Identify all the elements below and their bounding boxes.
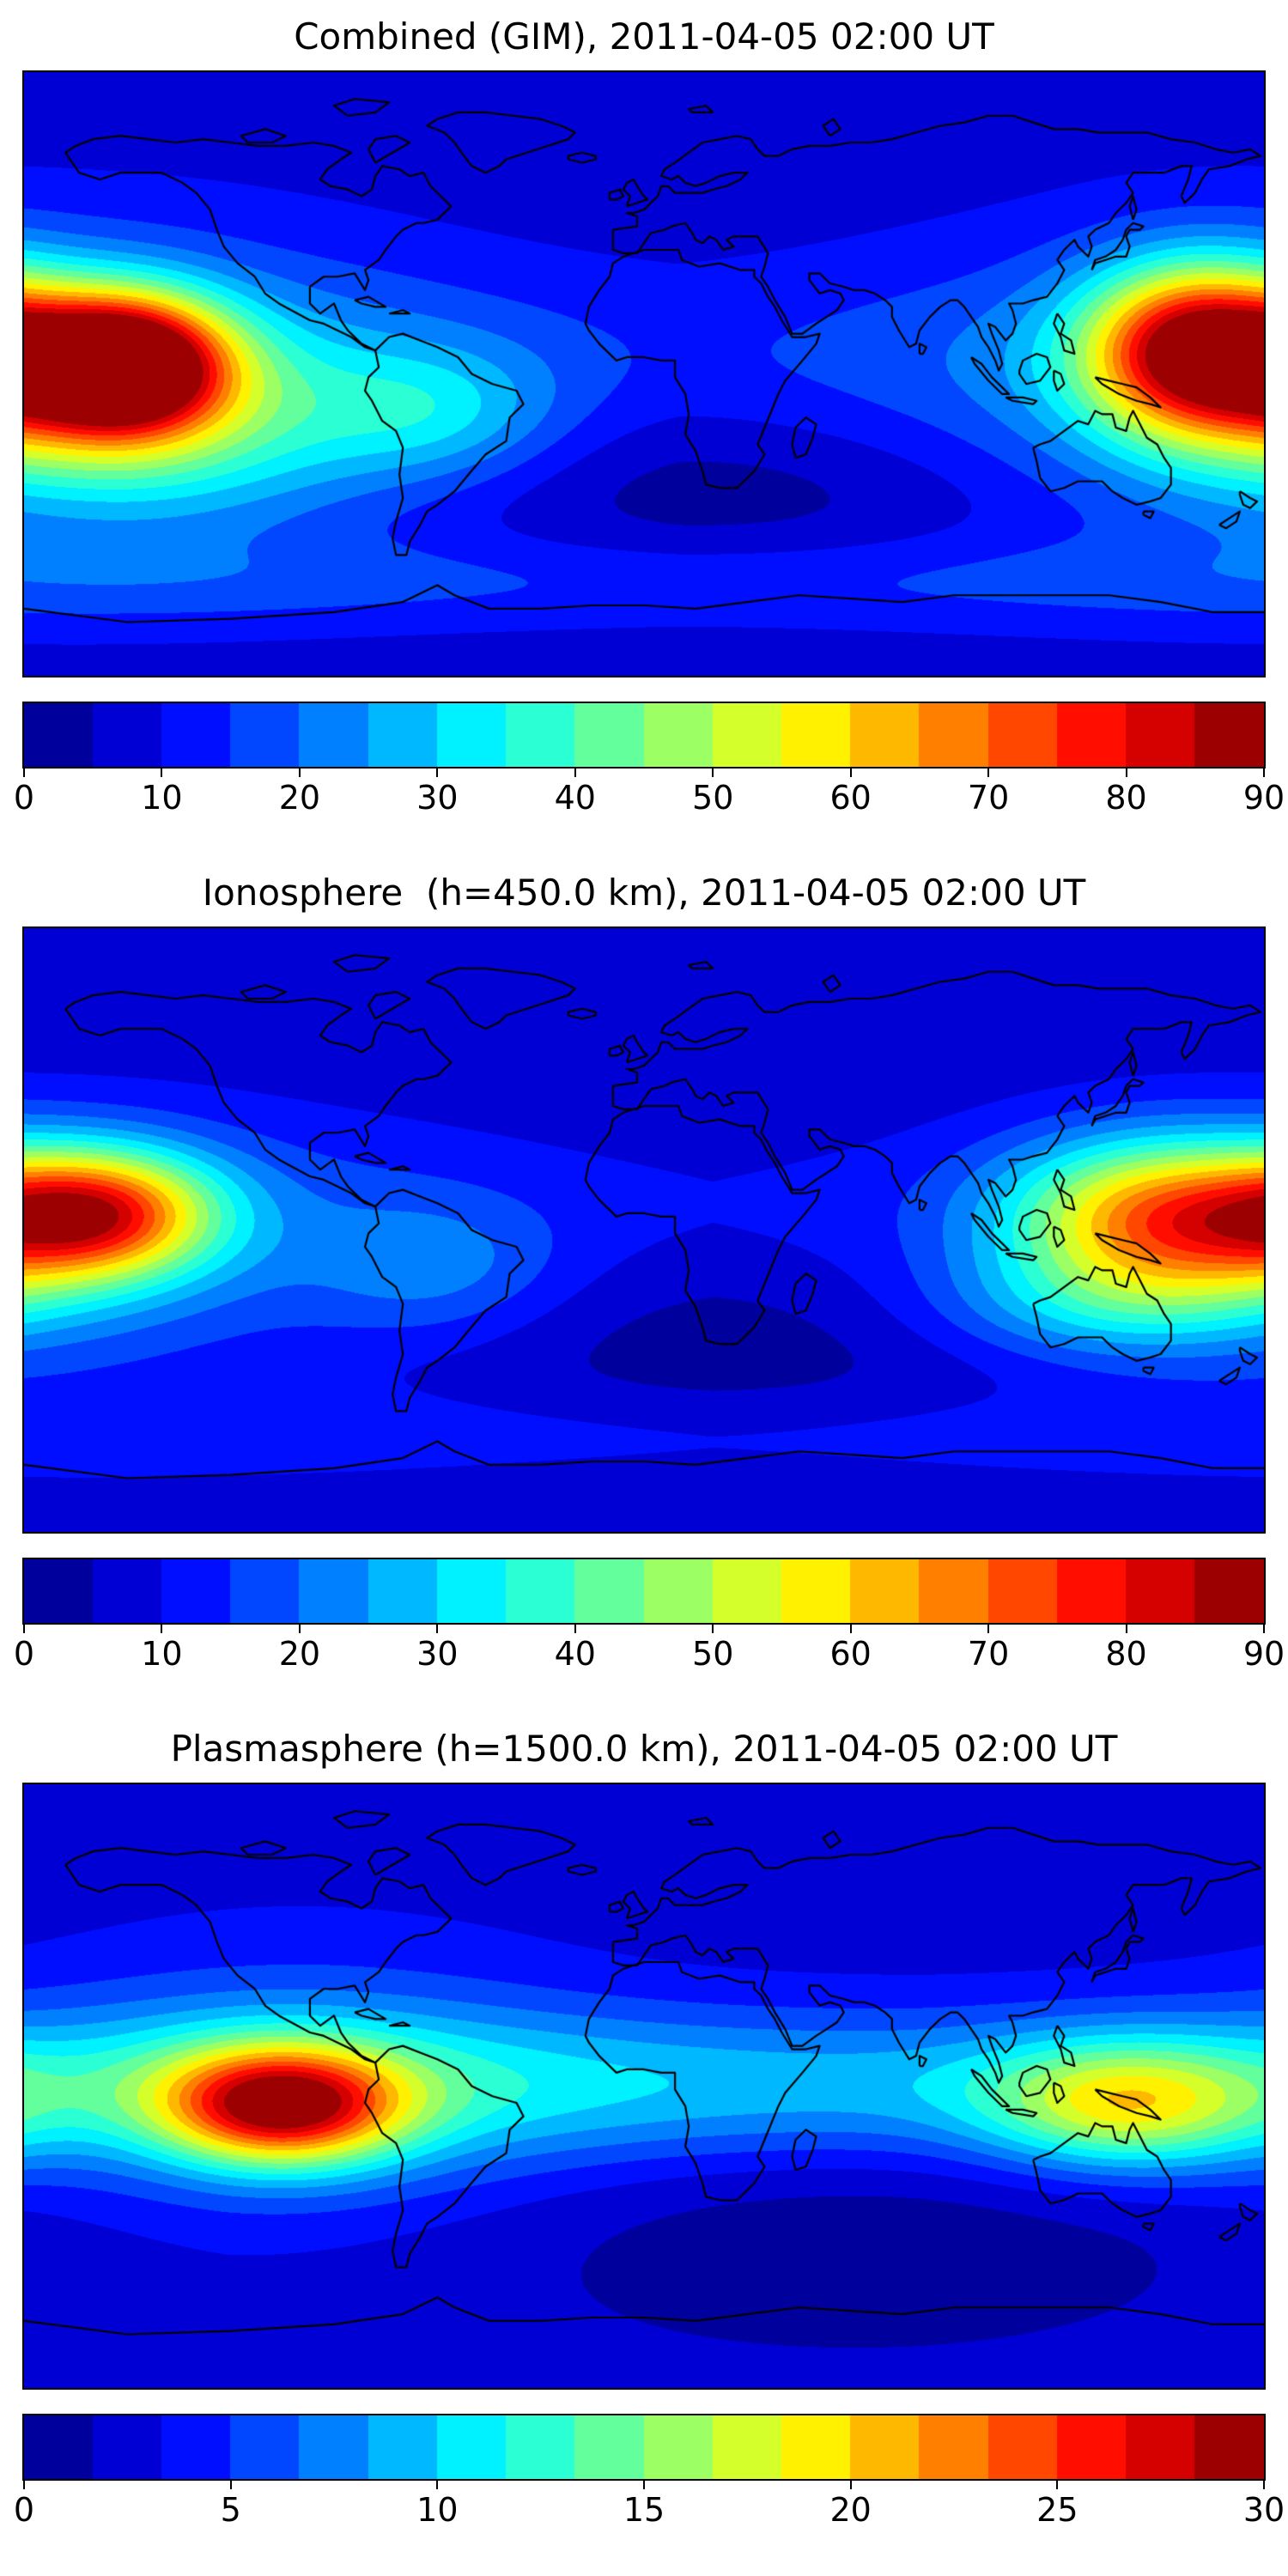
colorbar-tick-mark <box>298 769 301 777</box>
colorbar-tick-label: 80 <box>1105 779 1147 817</box>
colorbar-combined <box>22 702 1266 769</box>
colorbar-tick-label: 40 <box>554 1635 596 1673</box>
colorbar-tick-label: 0 <box>13 2491 35 2529</box>
world-map-ionosphere <box>22 927 1266 1534</box>
panel-ionosphere: Ionosphere (h=450.0 km), 2011-04-05 02:0… <box>0 837 1288 1676</box>
panel-combined: Combined (GIM), 2011-04-05 02:00 UT 0 10 2… <box>0 0 1288 820</box>
colorbar-ionosphere <box>22 1558 1266 1625</box>
colorbar-tick-mark <box>436 1625 439 1633</box>
colorbar-tick-label: 20 <box>278 1635 321 1673</box>
colorbar-tick-mark <box>23 1625 25 1633</box>
colorbar-tick-label: 20 <box>829 2491 872 2529</box>
colorbar-tick-mark <box>436 2481 439 2489</box>
panel-title-combined: Combined (GIM), 2011-04-05 02:00 UT <box>294 15 994 58</box>
colorbar-ticks-ionosphere: 0 10 20 30 40 50 60 70 80 90 <box>14 1625 1285 1676</box>
colorbar-tick-label: 30 <box>1242 2491 1285 2529</box>
colorbar-tick-label: 90 <box>1242 1635 1285 1673</box>
colorbar-tick-label: 20 <box>278 779 321 817</box>
colorbar-tick-mark <box>849 769 852 777</box>
colorbar-tick-mark <box>643 2481 645 2489</box>
colorbar-tick-label: 10 <box>416 2491 459 2529</box>
colorbar-tick-mark <box>987 769 990 777</box>
colorbar-tick-mark <box>1125 1625 1127 1633</box>
colorbar-tick-mark <box>574 769 576 777</box>
colorbar-ticks-plasmasphere: 0 5 10 15 20 25 30 <box>14 2481 1285 2532</box>
colorbar-ticks-combined: 0 10 20 30 40 50 60 70 80 90 <box>14 769 1285 820</box>
colorbar-tick-mark <box>1263 1625 1265 1633</box>
colorbar-tick-label: 30 <box>416 1635 459 1673</box>
colorbar-tick-label: 90 <box>1242 779 1285 817</box>
colorbar-tick-label: 80 <box>1105 1635 1147 1673</box>
colorbar-tick-mark <box>161 1625 163 1633</box>
colorbar-tick-label: 10 <box>141 779 183 817</box>
colorbar-tick-label: 60 <box>829 1635 872 1673</box>
colorbar-tick-mark <box>1263 769 1265 777</box>
colorbar-tick-label: 50 <box>692 1635 734 1673</box>
colorbar-tick-mark <box>23 2481 25 2489</box>
colorbar-tick-mark <box>229 2481 232 2489</box>
colorbar-tick-label: 10 <box>141 1635 183 1673</box>
colorbar-tick-mark <box>1125 769 1127 777</box>
colorbar-tick-label: 30 <box>416 779 459 817</box>
colorbar-tick-mark <box>436 769 439 777</box>
panel-title-plasmasphere: Plasmasphere (h=1500.0 km), 2011-04-05 0… <box>170 1728 1118 1770</box>
panel-title-ionosphere: Ionosphere (h=450.0 km), 2011-04-05 02:0… <box>202 872 1086 914</box>
colorbar-tick-label: 50 <box>692 779 734 817</box>
colorbar-tick-label: 40 <box>554 779 596 817</box>
colorbar-tick-label: 15 <box>623 2491 665 2529</box>
colorbar-tick-label: 60 <box>829 779 872 817</box>
colorbar-tick-label: 70 <box>967 779 1010 817</box>
colorbar-tick-label: 70 <box>967 1635 1010 1673</box>
colorbar-tick-mark <box>712 769 714 777</box>
colorbar-tick-mark <box>1263 2481 1265 2489</box>
colorbar-tick-mark <box>1056 2481 1059 2489</box>
colorbar-tick-label: 0 <box>13 779 35 817</box>
colorbar-tick-mark <box>574 1625 576 1633</box>
colorbar-tick-mark <box>161 769 163 777</box>
colorbar-tick-mark <box>849 2481 852 2489</box>
colorbar-tick-mark <box>987 1625 990 1633</box>
world-map-combined <box>22 70 1266 677</box>
colorbar-tick-label: 5 <box>220 2491 241 2529</box>
colorbar-tick-mark <box>849 1625 852 1633</box>
colorbar-tick-mark <box>712 1625 714 1633</box>
colorbar-plasmasphere <box>22 2414 1266 2481</box>
colorbar-tick-mark <box>298 1625 301 1633</box>
panel-plasmasphere: Plasmasphere (h=1500.0 km), 2011-04-05 0… <box>0 1693 1288 2532</box>
colorbar-tick-label: 0 <box>13 1635 35 1673</box>
colorbar-tick-mark <box>23 769 25 777</box>
colorbar-tick-label: 25 <box>1036 2491 1078 2529</box>
world-map-plasmasphere <box>22 1783 1266 2390</box>
